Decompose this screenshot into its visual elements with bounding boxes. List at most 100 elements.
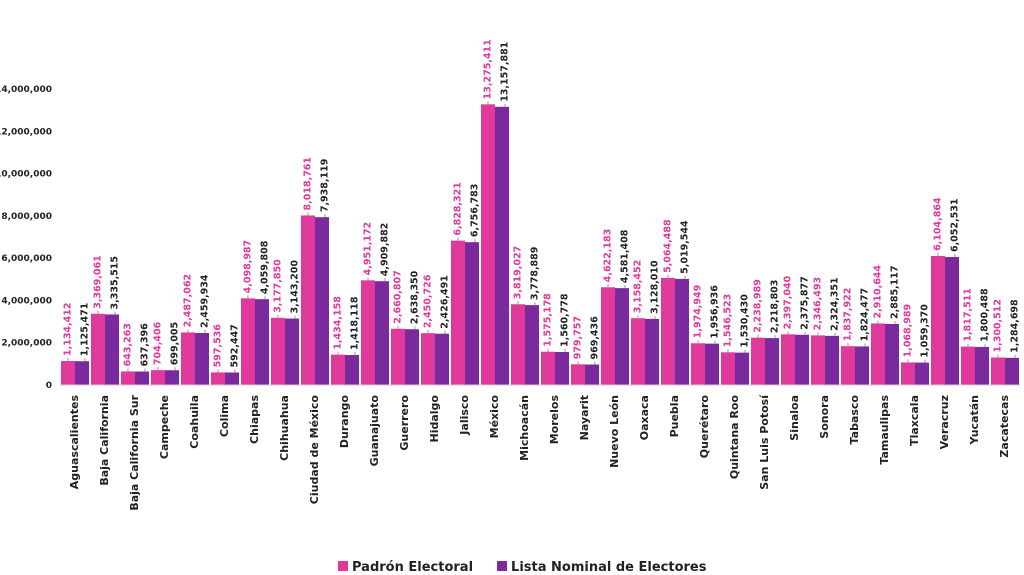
data-label: 2,638,350: [410, 270, 421, 324]
bar: [721, 352, 735, 385]
bar: [301, 215, 315, 385]
data-label: 2,459,934: [200, 274, 211, 328]
bar: [375, 281, 389, 385]
data-label: 4,909,882: [380, 223, 391, 277]
data-label: 1,575,178: [543, 293, 554, 347]
data-label: 979,757: [573, 316, 584, 359]
bar: [391, 328, 405, 385]
data-label: 1,068,989: [903, 304, 914, 358]
bar: [855, 346, 869, 385]
x-tick-label: Baja California: [98, 395, 111, 486]
data-label: 4,581,408: [620, 229, 631, 283]
data-label: 1,974,949: [693, 285, 704, 339]
data-label: 592,447: [230, 324, 241, 367]
bar: [735, 352, 749, 385]
data-label: 1,837,922: [843, 288, 854, 342]
bar: [555, 352, 569, 385]
data-label: 5,019,544: [680, 220, 691, 274]
x-tick-label: México: [488, 395, 501, 439]
data-label: 1,800,488: [980, 288, 991, 342]
x-tick-label: Guanajuato: [368, 395, 381, 467]
data-label: 1,824,477: [860, 288, 871, 342]
bar: [181, 332, 195, 385]
bar: [135, 371, 149, 385]
data-label: 1,125,471: [80, 303, 91, 357]
data-label: 2,218,803: [770, 280, 781, 334]
data-label: 1,817,511: [963, 288, 974, 342]
data-label: 13,157,881: [500, 42, 511, 102]
bar: [495, 106, 509, 385]
data-label: 1,284,698: [1010, 299, 1021, 353]
x-tick-label: Ciudad de México: [308, 395, 321, 505]
data-label: 7,938,119: [320, 159, 331, 213]
data-label: 699,005: [170, 322, 181, 365]
data-label: 2,238,989: [753, 279, 764, 333]
y-tick-label: 6,000,000: [1, 254, 52, 264]
data-label: 3,778,889: [530, 247, 541, 301]
bar: [795, 334, 809, 385]
data-label: 2,426,491: [440, 275, 451, 329]
legend-swatch: [338, 561, 348, 571]
data-label: 704,406: [153, 321, 164, 365]
data-label: 637,396: [140, 323, 151, 367]
x-tick-label: Jalisco: [458, 395, 471, 436]
legend-label: Lista Nominal de Electores: [511, 560, 707, 575]
bar: [841, 346, 855, 385]
data-label: 2,450,726: [423, 274, 434, 328]
bar: [405, 329, 419, 385]
bar: [705, 343, 719, 385]
data-label: 1,546,523: [723, 294, 734, 348]
bar: [541, 351, 555, 385]
bar: [781, 334, 795, 385]
bar: [271, 317, 285, 385]
bar: [975, 346, 989, 385]
bar: [645, 318, 659, 385]
x-tick-label: Sonora: [818, 395, 831, 439]
bar: [105, 314, 119, 385]
data-label: 4,622,183: [603, 229, 614, 283]
bar: [211, 372, 225, 385]
bar: [961, 346, 975, 385]
y-tick-label: 10,000,000: [0, 170, 52, 180]
bar: [451, 240, 465, 385]
x-tick-label: Hidalgo: [428, 395, 441, 443]
bar: [675, 278, 689, 385]
data-label: 2,910,644: [873, 265, 884, 319]
data-label: 6,756,783: [470, 184, 481, 238]
x-tick-label: Campeche: [158, 395, 171, 459]
x-tick-label: San Luis Potosí: [758, 394, 771, 490]
data-label: 3,128,010: [650, 260, 661, 314]
data-label: 4,059,808: [260, 240, 271, 294]
y-tick-label: 0: [46, 381, 52, 391]
bar: [315, 217, 329, 385]
bar: [165, 370, 179, 385]
bar: [691, 343, 705, 385]
data-label: 1,434,158: [333, 296, 344, 350]
y-tick-label: 12,000,000: [0, 127, 52, 137]
bar: [1005, 357, 1019, 385]
bar: [151, 370, 165, 385]
bar: [885, 324, 899, 385]
bar: [945, 257, 959, 385]
data-label: 1,059,370: [920, 304, 931, 358]
bar: [331, 354, 345, 385]
x-tick-label: Baja California Sur: [128, 394, 141, 510]
x-tick-label: Veracruz: [938, 395, 951, 449]
bar: [75, 361, 89, 385]
x-tick-label: Quintana Roo: [728, 395, 741, 480]
data-label: 1,956,936: [710, 285, 721, 339]
bar: [585, 364, 599, 385]
y-tick-label: 14,000,000: [0, 85, 52, 95]
bar: [511, 304, 525, 385]
bar: [525, 305, 539, 385]
legend-swatch: [497, 561, 508, 571]
bar: [915, 362, 929, 385]
bar: [751, 337, 765, 385]
bar: [225, 372, 239, 385]
x-tick-label: Aguascalientes: [68, 395, 81, 490]
data-label: 8,018,761: [303, 157, 314, 211]
data-label: 1,418,118: [350, 296, 361, 350]
x-tick-label: Yucatán: [968, 395, 981, 445]
bar: [931, 255, 945, 385]
